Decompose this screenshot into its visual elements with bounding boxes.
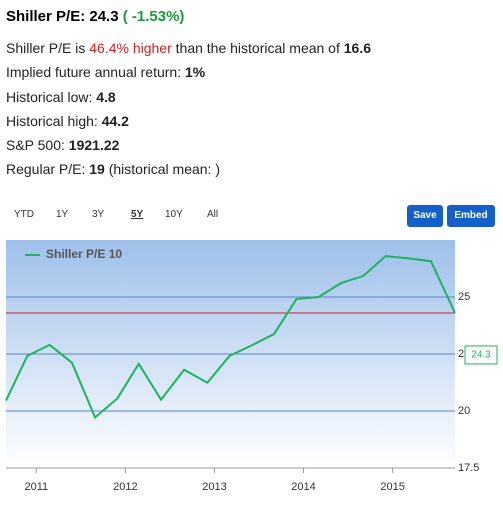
text: Shiller P/E is <box>6 40 90 56</box>
range-option[interactable]: All <box>207 209 219 220</box>
value: 1% <box>185 64 206 80</box>
stat-line: Implied future annual return: 1% <box>6 64 205 80</box>
range-option[interactable]: 5Y <box>131 209 144 220</box>
range-option[interactable]: 3Y <box>92 209 105 220</box>
value: 1921.22 <box>68 137 120 153</box>
x-tick-label: 2011 <box>24 481 48 493</box>
y-tick-label: 17.5 <box>458 462 479 474</box>
x-tick-label: 2014 <box>291 481 315 493</box>
value: 44.2 <box>101 113 129 129</box>
stat-line: S&P 500: 1921.22 <box>6 137 119 153</box>
title: Shiller P/E: 24.3 <box>6 8 119 25</box>
text: than the historical mean of <box>171 40 344 56</box>
text: Historical low: <box>6 89 97 105</box>
legend-label: Shiller P/E 10 <box>46 247 122 261</box>
header: Shiller P/E: 24.3 ( -1.53%) <box>6 8 184 25</box>
text: (historical mean: ) <box>104 161 220 177</box>
text: Implied future annual return: <box>6 64 185 80</box>
flag-label: 24.3 <box>471 350 491 361</box>
range-option[interactable]: 1Y <box>56 209 69 220</box>
range-option[interactable]: YTD <box>14 209 34 220</box>
value: 16.6 <box>343 40 372 56</box>
x-tick-label: 2012 <box>113 481 137 493</box>
change: ( -1.53%) <box>122 8 185 25</box>
text: Historical high: <box>6 113 102 129</box>
stat-line: Shiller P/E is 46.4% higher than the his… <box>6 40 371 56</box>
y-tick-label: 20 <box>458 405 470 417</box>
embed-button[interactable]: Embed <box>447 205 495 227</box>
text: 46.4% higher <box>89 40 172 56</box>
text: Regular P/E: <box>6 161 90 177</box>
stat-line: Historical high: 44.2 <box>6 113 129 129</box>
x-tick-label: 2013 <box>202 481 226 493</box>
value: 19 <box>89 161 105 177</box>
x-tick-label: 2015 <box>380 481 404 493</box>
stat-line: Regular P/E: 19 (historical mean: ) <box>6 161 220 177</box>
stat-line: Historical low: 4.8 <box>6 89 116 105</box>
flag-box <box>464 345 498 365</box>
value: 4.8 <box>96 89 116 105</box>
series-line <box>5 255 456 420</box>
save-button[interactable]: Save <box>407 205 443 227</box>
range-option[interactable]: 10Y <box>165 209 183 220</box>
text: S&P 500: <box>6 137 69 153</box>
y-tick-label: 25 <box>458 291 470 303</box>
